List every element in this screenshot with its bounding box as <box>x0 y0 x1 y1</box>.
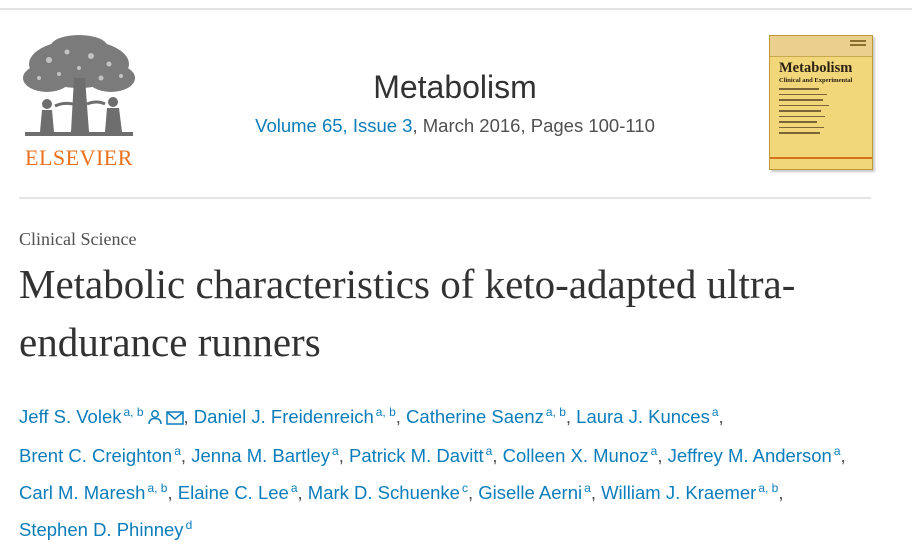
affiliation-marker[interactable]: a <box>650 444 658 458</box>
author-item: Stephen D. Phinney d <box>19 518 193 540</box>
author-name[interactable]: Colleen X. Munoz <box>502 445 649 466</box>
author-item: Laura J. Kunces a, <box>576 405 724 427</box>
journal-header: Metabolism Volume 65, Issue 3, March 201… <box>160 66 750 138</box>
author-name[interactable]: Mark D. Schuenke <box>307 482 460 503</box>
affiliation-marker[interactable]: a <box>332 444 339 458</box>
article-section: Clinical Science <box>19 229 137 249</box>
author-name[interactable]: Daniel J. Freidenreich <box>193 406 374 427</box>
affiliation-marker[interactable]: a <box>174 444 181 458</box>
author-item: Catherine Saenz a, b, <box>406 405 572 427</box>
issue-link[interactable]: Volume 65, Issue 3 <box>255 115 413 136</box>
author-list: Jeff S. Volek a, b, Daniel J. Freidenreic… <box>19 396 889 546</box>
author-item: Colleen X. Munoz a, <box>502 444 663 466</box>
cover-top-bar <box>770 36 872 57</box>
affiliation-marker[interactable]: a, b <box>545 405 566 419</box>
author-item: Jeffrey M. Anderson a, <box>667 444 846 466</box>
affiliation-marker[interactable]: a <box>584 481 591 495</box>
author-item: Jeff S. Volek a, b, <box>19 405 189 427</box>
affiliation-marker[interactable]: a <box>290 481 298 495</box>
cover-contents-lines <box>779 88 829 138</box>
elsevier-tree-icon <box>23 35 135 136</box>
author-name[interactable]: Carl M. Maresh <box>19 482 146 503</box>
author-item: Brent C. Creighton a, <box>19 444 187 466</box>
affiliation-marker[interactable]: d <box>185 518 193 532</box>
journal-title[interactable]: Metabolism <box>373 69 537 105</box>
cover-band <box>770 157 872 159</box>
publisher-wordmark: ELSEVIER <box>25 145 133 170</box>
top-divider <box>0 8 912 10</box>
affiliation-marker[interactable]: a, b <box>123 405 144 419</box>
author-item: Carl M. Maresh a, b, <box>19 481 173 503</box>
cover-subtitle: Clinical and Experimental <box>779 77 853 84</box>
affiliation-marker[interactable]: a, b <box>147 481 168 495</box>
author-item: Elaine C. Lee a, <box>177 481 303 503</box>
author-item: Daniel J. Freidenreich a, b, <box>193 405 401 427</box>
author-name[interactable]: Elaine C. Lee <box>177 482 289 503</box>
article-title: Metabolic characteristics of keto-adapte… <box>19 261 796 365</box>
author-name[interactable]: Patrick M. Davitt <box>348 445 484 466</box>
author-item: Jenna M. Bartley a, <box>191 444 344 466</box>
affiliation-marker[interactable]: a, b <box>375 405 396 419</box>
author-name[interactable]: Giselle Aerni <box>478 482 583 503</box>
author-name[interactable]: Laura J. Kunces <box>576 406 710 427</box>
publisher-logo[interactable]: ELSEVIER <box>19 34 139 172</box>
author-name[interactable]: Brent C. Creighton <box>19 445 173 466</box>
author-name[interactable]: Stephen D. Phinney <box>19 519 184 540</box>
author-name[interactable]: Jeff S. Volek <box>19 406 122 427</box>
affiliation-marker[interactable]: a <box>833 444 841 458</box>
header-divider <box>19 197 871 199</box>
issue-details: , March 2016, Pages 100-110 <box>412 115 655 136</box>
author-item: Patrick M. Davitt a, <box>348 444 498 466</box>
author-item: Mark D. Schuenke c, <box>307 481 474 503</box>
affiliation-marker[interactable]: a <box>485 444 493 458</box>
author-name[interactable]: William J. Kraemer <box>601 482 757 503</box>
author-item: William J. Kraemer a, b, <box>601 481 784 503</box>
affiliation-marker[interactable]: a <box>711 405 719 419</box>
person-icon[interactable] <box>147 403 163 435</box>
author-name[interactable]: Jenna M. Bartley <box>191 445 331 466</box>
affiliation-marker[interactable]: c <box>461 481 468 495</box>
journal-cover-image[interactable]: Metabolism Clinical and Experimental <box>769 35 873 170</box>
cover-title: Metabolism <box>779 60 853 76</box>
envelope-icon[interactable] <box>165 403 184 435</box>
author-item: Giselle Aerni a, <box>478 481 596 503</box>
author-name[interactable]: Jeffrey M. Anderson <box>667 445 832 466</box>
author-name[interactable]: Catherine Saenz <box>406 406 544 427</box>
issue-info: Volume 65, Issue 3, March 2016, Pages 10… <box>160 114 750 138</box>
affiliation-marker[interactable]: a, b <box>758 481 779 495</box>
